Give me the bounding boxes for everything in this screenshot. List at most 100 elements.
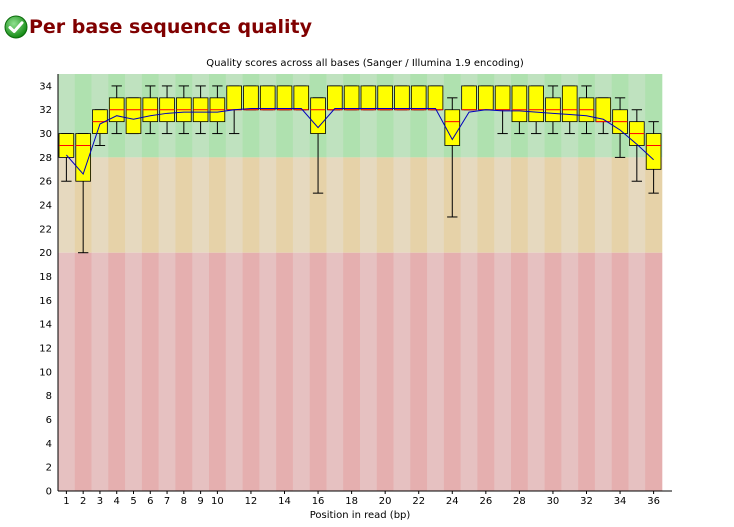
zone-poor-band (611, 252, 629, 491)
zone-ok-band (645, 157, 663, 253)
iqr-box (327, 85, 343, 111)
mean-line-series (66, 108, 654, 176)
zone-poor-band (343, 252, 361, 491)
x-tick-label: 28 (513, 496, 526, 507)
x-tick-label: 26 (479, 496, 492, 507)
zone-poor-band (259, 252, 277, 491)
quality-zones (58, 74, 663, 491)
zone-poor-band (527, 252, 545, 491)
zone-ok-band (360, 157, 378, 253)
box-position-14 (276, 85, 293, 111)
y-tick-label: 8 (46, 391, 52, 402)
zone-ok-band (125, 157, 143, 253)
x-tick-label: 16 (312, 496, 325, 507)
x-tick-label: 8 (181, 496, 187, 507)
zone-poor-band (494, 252, 512, 491)
mean-line (66, 108, 654, 176)
zone-ok-band (192, 157, 210, 253)
box-position-3 (92, 109, 108, 146)
y-tick-label: 14 (39, 320, 52, 331)
zone-ok-band (175, 157, 193, 253)
y-tick-label: 34 (39, 81, 52, 92)
zone-poor-band (209, 252, 227, 491)
box-position-13 (259, 85, 276, 111)
x-tick-label: 1 (63, 496, 69, 507)
x-tick-label: 10 (211, 496, 224, 507)
y-tick-label: 4 (46, 439, 52, 450)
zone-poor-band (393, 252, 411, 491)
x-tick-label: 14 (278, 496, 291, 507)
box-position-12 (243, 85, 259, 111)
box-position-17 (327, 85, 343, 111)
box-position-26 (478, 85, 494, 111)
zone-poor-band (443, 252, 461, 491)
zone-poor-band (242, 252, 260, 491)
zone-poor-band (511, 252, 529, 491)
y-tick-label: 6 (46, 415, 52, 426)
zone-ok-band (108, 157, 126, 253)
box-position-1 (58, 133, 75, 182)
y-tick-label: 12 (39, 344, 52, 355)
zone-poor-band (544, 252, 562, 491)
zone-ok-band (393, 157, 411, 253)
zone-ok-band (561, 157, 579, 253)
box-position-31 (561, 85, 578, 135)
zone-poor-band (292, 252, 310, 491)
zone-ok-band (544, 157, 562, 253)
y-tick-label: 24 (39, 201, 52, 212)
zone-ok-band (477, 157, 495, 253)
y-tick-label: 18 (39, 272, 52, 283)
x-axis-label: Position in read (bp) (310, 510, 411, 521)
x-tick-label: 9 (197, 496, 203, 507)
zone-poor-band (561, 252, 579, 491)
box-position-4 (108, 85, 125, 135)
iqr-box (259, 85, 276, 111)
iqr-box (125, 97, 142, 134)
iqr-box (293, 85, 310, 111)
y-tick-label: 20 (39, 248, 52, 259)
zone-poor-band (175, 252, 193, 491)
iqr-box (478, 85, 494, 111)
x-tick-label: 6 (147, 496, 153, 507)
x-tick-label: 12 (245, 496, 258, 507)
zone-poor-band (460, 252, 478, 491)
zone-poor-band (427, 252, 445, 491)
zone-poor-band (225, 252, 243, 491)
zone-ok-band (91, 157, 109, 253)
box-position-5 (125, 97, 142, 135)
zone-ok-band (511, 157, 529, 253)
zone-ok-band (527, 157, 545, 253)
zone-poor-band (477, 252, 495, 491)
zone-poor-band (628, 252, 646, 491)
zone-ok-band (225, 157, 243, 253)
iqr-box (494, 85, 511, 111)
zone-ok-band (259, 157, 277, 253)
iqr-box (243, 85, 259, 111)
x-tick-label: 3 (97, 496, 103, 507)
iqr-box (427, 85, 444, 111)
zone-poor-band (141, 252, 159, 491)
zone-ok-band (427, 157, 445, 253)
box-position-15 (293, 85, 310, 111)
box-position-7 (159, 85, 175, 135)
iqr-box (310, 97, 326, 134)
box-position-23 (427, 85, 444, 111)
x-tick-label: 36 (647, 496, 660, 507)
box-position-18 (343, 85, 360, 111)
x-tick-label: 24 (446, 496, 459, 507)
box-position-21 (394, 85, 410, 111)
zone-poor-band (125, 252, 143, 491)
iqr-box (226, 85, 242, 111)
zone-ok-band (292, 157, 310, 253)
x-tick-label: 34 (614, 496, 627, 507)
x-tick-label: 2 (80, 496, 86, 507)
x-tick-label: 5 (130, 496, 136, 507)
zone-poor-band (410, 252, 428, 491)
x-tick-label: 20 (379, 496, 392, 507)
box-position-6 (142, 85, 159, 135)
box-series (58, 85, 662, 254)
zone-poor-band (158, 252, 176, 491)
section-header: Per base sequence quality (4, 12, 312, 42)
box-position-19 (360, 85, 377, 111)
